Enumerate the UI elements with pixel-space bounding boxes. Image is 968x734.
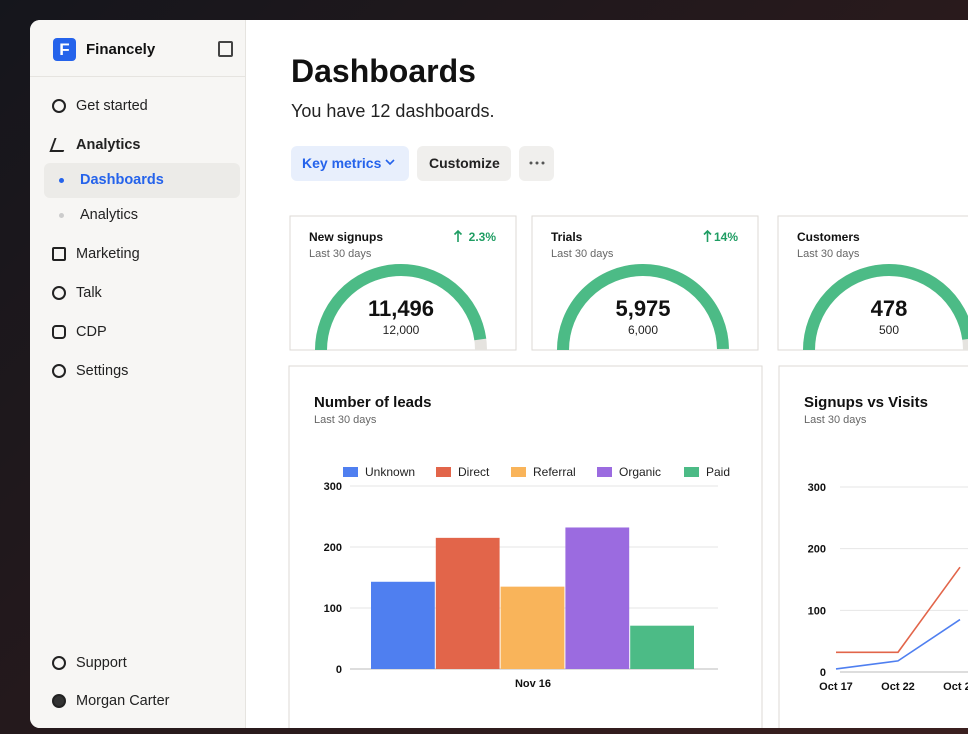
- nav-item[interactable]: Marketing: [52, 246, 140, 262]
- x-tick-label: Nov 16: [515, 678, 551, 690]
- legend-swatch: [436, 467, 451, 477]
- nav-item[interactable]: Get started: [52, 98, 148, 114]
- legend-label: Referral: [533, 465, 576, 479]
- legend-swatch: [684, 467, 699, 477]
- nav-item[interactable]: Talk: [52, 285, 102, 301]
- kpi-title: New signups: [309, 230, 383, 244]
- nav-item[interactable]: Dashboards: [59, 172, 164, 188]
- key-metrics-button[interactable]: [291, 146, 409, 181]
- legend-label: Paid: [706, 465, 730, 479]
- logo: F: [53, 38, 76, 61]
- legend-swatch: [597, 467, 612, 477]
- customize-button[interactable]: [417, 146, 511, 181]
- page-subtitle: You have 12 dashboards.: [291, 101, 495, 121]
- kpi-change: 14%: [714, 230, 738, 244]
- bar: [565, 527, 630, 669]
- footer-item[interactable]: Morgan Carter: [52, 693, 169, 709]
- kpi-target: 12,000: [383, 323, 420, 337]
- brand[interactable]: Financely: [86, 41, 156, 58]
- arrow-icon: [453, 229, 463, 242]
- legend-label: Direct: [458, 465, 490, 479]
- legend-swatch: [511, 467, 526, 477]
- page-title: Dashboards: [291, 53, 476, 89]
- sidebar: F Financely Get started Analytics Dashbo…: [30, 20, 246, 728]
- divider: [30, 76, 245, 77]
- bar: [500, 586, 565, 669]
- x-tick-label: Oct 22: [881, 681, 915, 693]
- y-tick-label: 200: [324, 542, 342, 554]
- gauge-arc: [803, 264, 968, 351]
- button-label: Customize: [429, 155, 500, 171]
- kpi-value: 478: [871, 296, 908, 321]
- kpi-period: Last 30 days: [309, 248, 372, 260]
- y-tick-label: 200: [808, 544, 826, 556]
- x-tick-label: Oct 27: [943, 681, 968, 693]
- nav-item[interactable]: CDP: [52, 324, 107, 340]
- line: [835, 618, 961, 670]
- y-tick-label: 300: [808, 482, 826, 494]
- legend-label: Unknown: [365, 465, 415, 479]
- kpi-value: 5,975: [615, 296, 670, 321]
- kpi-change: 2.3%: [469, 230, 497, 244]
- active-bg: [44, 163, 240, 198]
- dots: [529, 161, 545, 165]
- collapse-icon[interactable]: [218, 41, 233, 57]
- gauge-arc: [557, 264, 729, 351]
- chart-card: [778, 365, 968, 728]
- kpi-target: 6,000: [628, 323, 658, 337]
- chevron: [385, 159, 395, 166]
- kpi-target: 500: [879, 323, 899, 337]
- bar: [630, 625, 694, 669]
- bar: [435, 537, 500, 669]
- y-tick-label: 100: [324, 603, 342, 615]
- footer-item[interactable]: Support: [52, 655, 127, 671]
- legend-label: Organic: [619, 465, 661, 479]
- kpi-value: 11,496: [368, 296, 434, 321]
- gauge-arc: [315, 264, 487, 351]
- kpi-title: Trials: [551, 230, 583, 244]
- chart-subtitle: Last 30 days: [804, 414, 867, 426]
- button-label: Key metrics: [302, 155, 382, 171]
- kpi-title: Customers: [797, 230, 860, 244]
- y-tick-label: 100: [808, 605, 826, 617]
- chart-title: Number of leads: [314, 394, 432, 411]
- kpi-period: Last 30 days: [797, 248, 860, 260]
- y-tick-label: 300: [324, 481, 342, 493]
- nav-item[interactable]: Settings: [52, 363, 128, 379]
- chart-subtitle: Last 30 days: [314, 414, 377, 426]
- y-tick-label: 0: [336, 664, 342, 676]
- arrow-icon: [703, 229, 712, 242]
- y-tick-label: 0: [820, 667, 826, 679]
- chart-title: Signups vs Visits: [804, 394, 928, 411]
- nav-item[interactable]: Analytics: [49, 137, 140, 153]
- kpi-period: Last 30 days: [551, 248, 614, 260]
- legend-swatch: [343, 467, 358, 477]
- nav-item[interactable]: Analytics: [59, 207, 138, 223]
- line: [836, 566, 961, 654]
- bar: [371, 581, 435, 669]
- x-tick-label: Oct 17: [819, 681, 853, 693]
